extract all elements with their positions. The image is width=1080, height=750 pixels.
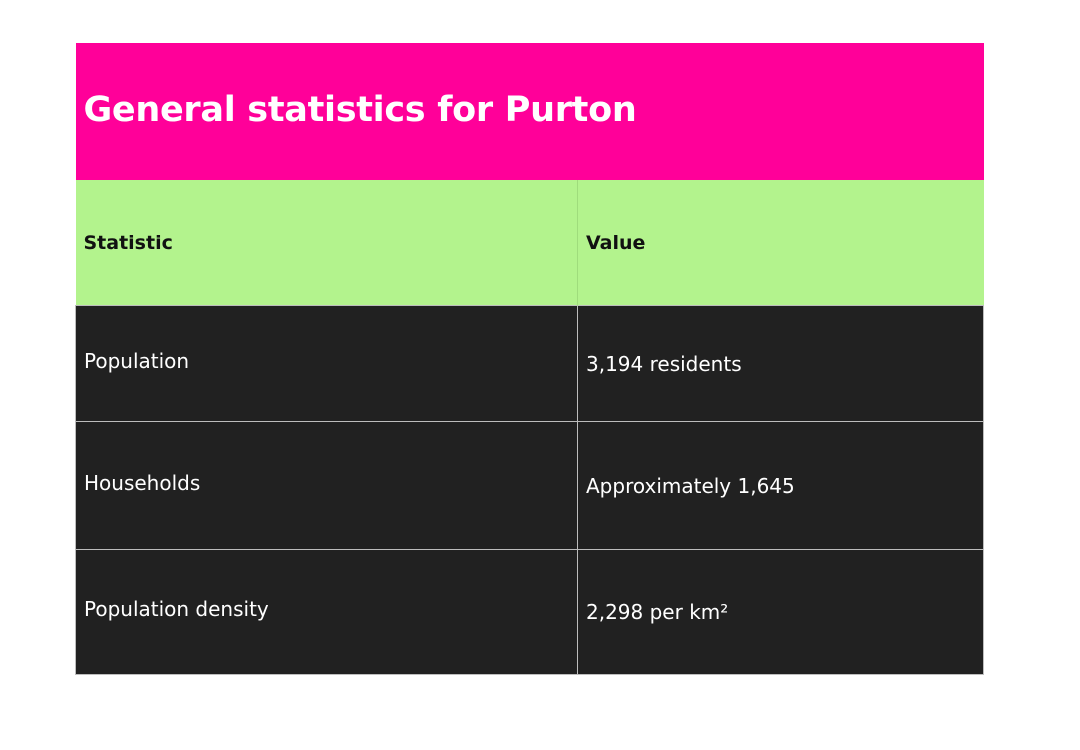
statistic-value: 2,298 per km² [586, 600, 729, 624]
table-header-row: Statistic Value [75, 180, 984, 306]
table-row: Population 3,194 residents [75, 305, 984, 422]
table-title: General statistics for Purton [83, 89, 637, 130]
statistic-value: Approximately 1,645 [586, 473, 795, 498]
value-cell: 2,298 per km² [577, 549, 984, 675]
statistic-label: Population density [84, 597, 269, 621]
table-row: Population density 2,298 per km² [75, 549, 984, 675]
value-cell: Approximately 1,645 [577, 421, 984, 550]
table-row: Households Approximately 1,645 [75, 421, 984, 550]
statistic-label: Households [84, 470, 201, 495]
statistic-value: 3,194 residents [586, 351, 742, 376]
table-title-cell: General statistics for Purton [75, 43, 984, 180]
statistic-cell: Population density [75, 549, 578, 675]
column-header-statistic: Statistic [75, 180, 578, 306]
statistic-cell: Households [75, 421, 578, 550]
statistics-table: General statistics for Purton Statistic … [75, 43, 984, 675]
value-cell: 3,194 residents [577, 305, 984, 422]
statistic-label: Population [84, 348, 190, 373]
table-title-row: General statistics for Purton [75, 43, 984, 180]
statistic-cell: Population [75, 305, 578, 422]
column-header-value: Value [577, 180, 984, 306]
